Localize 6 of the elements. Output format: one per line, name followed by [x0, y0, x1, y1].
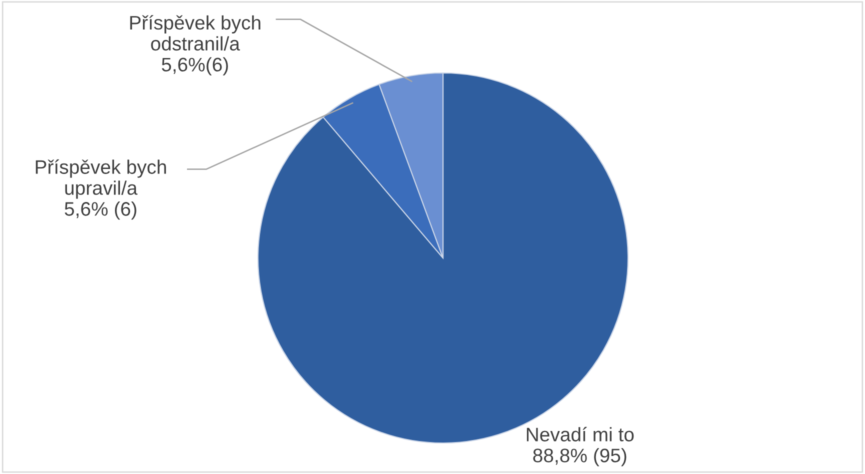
- slice-label: Příspěvek bych odstranil/a: [130, 15, 260, 51]
- data-label: 5,6%(6): [162, 57, 228, 76]
- slice-label: Příspěvek bych upravil/a: [36, 159, 166, 199]
- data-label: 5,6% (6): [64, 202, 136, 220]
- slice-label: Nevadí mi to: [526, 426, 634, 442]
- data-label: 88,8% (95): [533, 448, 626, 466]
